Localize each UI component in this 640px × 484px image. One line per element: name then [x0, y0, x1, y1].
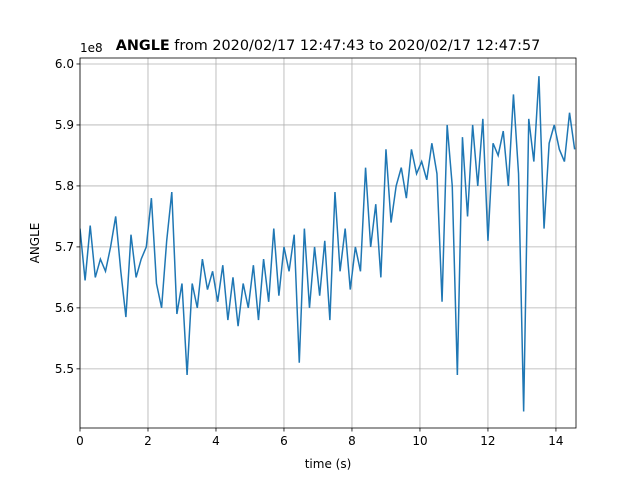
x-axis-label: time (s): [305, 457, 352, 471]
x-tick-label: 6: [280, 434, 288, 448]
y-tick-label: 5.8: [55, 179, 74, 193]
x-tick-label: 10: [412, 434, 427, 448]
y-tick-label: 6.0: [55, 57, 74, 71]
y-tick-label: 5.5: [55, 362, 74, 376]
title-bold: ANGLE: [116, 38, 170, 54]
x-tick-label: 8: [348, 434, 356, 448]
x-tick-label: 12: [480, 434, 495, 448]
y-axis-label: ANGLE: [28, 223, 42, 264]
y-tick-label: 5.7: [55, 240, 74, 254]
y-tick-label: 5.6: [55, 301, 74, 315]
x-tick-label: 4: [212, 434, 220, 448]
title-rest: from 2020/02/17 12:47:43 to 2020/02/17 1…: [174, 38, 540, 54]
x-tick-label: 14: [548, 434, 563, 448]
offset-text: 1e8: [80, 41, 103, 55]
data-line: [80, 76, 576, 412]
x-tick-label: 0: [76, 434, 84, 448]
x-tick-label: 2: [144, 434, 152, 448]
plot-frame: [79, 57, 577, 429]
chart-title: ANGLE from 2020/02/17 12:47:43 to 2020/0…: [116, 38, 541, 54]
y-tick-label: 5.9: [55, 118, 74, 132]
